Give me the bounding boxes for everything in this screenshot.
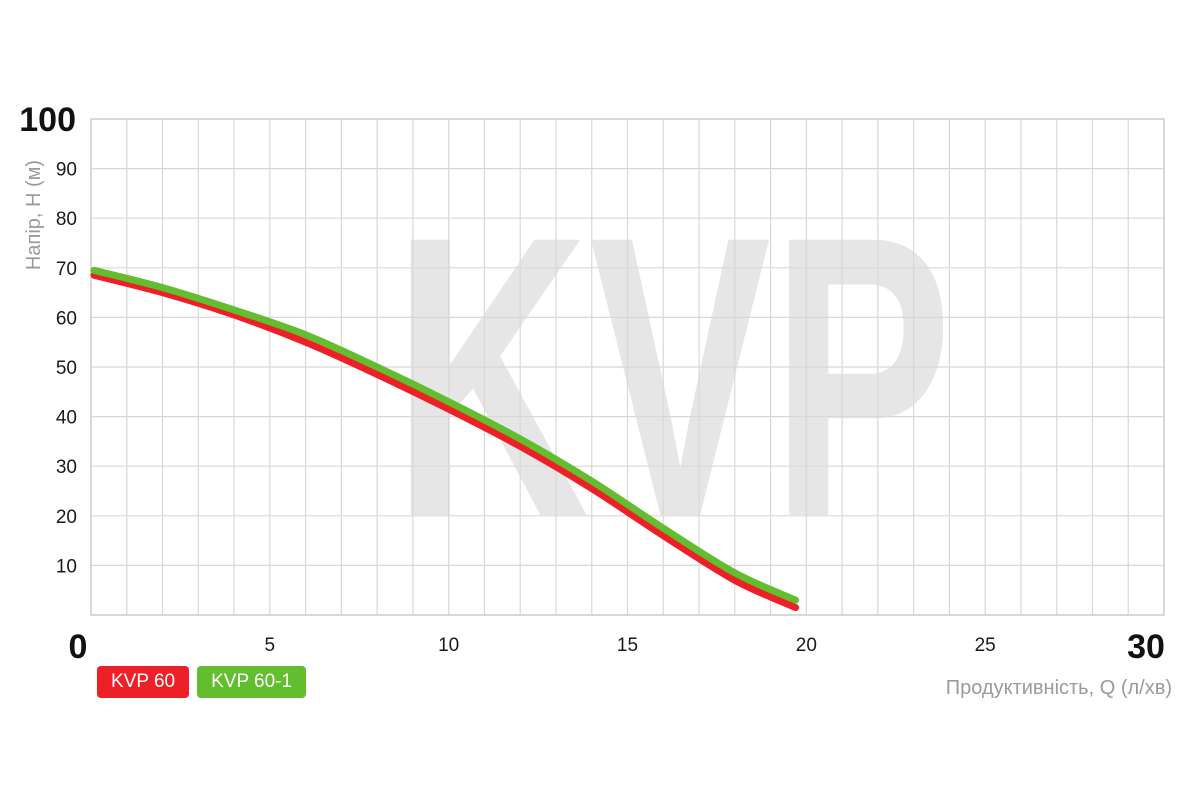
y-tick-label: 50 xyxy=(56,358,77,379)
y-tick-label: 70 xyxy=(56,259,77,280)
x-tick-label: 10 xyxy=(438,635,459,656)
y-axis-title: Напір, H (м) xyxy=(23,160,45,270)
y-tick-label: 90 xyxy=(56,160,77,181)
y-tick-label: 20 xyxy=(56,507,77,528)
series-line-kvp-60-1 xyxy=(90,266,800,604)
legend-item-kvp-60-1: KVP 60-1 xyxy=(197,666,307,698)
watermark-text: KVP xyxy=(393,153,953,600)
x-tick-label: 5 xyxy=(265,635,276,656)
y-tick-label: 100 xyxy=(19,101,76,139)
legend-item-kvp-60: KVP 60 xyxy=(97,666,190,698)
x-tick-label: 15 xyxy=(617,635,638,656)
y-tick-label: 30 xyxy=(56,457,77,478)
x-tick-label: 0 xyxy=(69,628,88,666)
x-tick-label: 25 xyxy=(975,635,996,656)
y-tick-label: 10 xyxy=(56,556,77,577)
y-tick-label: 60 xyxy=(56,308,77,329)
legend: KVP 60 KVP 60-1 xyxy=(97,666,307,698)
x-axis-title: Продуктивність, Q (л/хв) xyxy=(946,677,1172,699)
plot-border xyxy=(90,118,1165,616)
x-tick-label: 30 xyxy=(1127,628,1165,666)
x-tick-label: 20 xyxy=(796,635,817,656)
y-tick-label: 40 xyxy=(56,408,77,429)
y-tick-label: 80 xyxy=(56,209,77,230)
series-line-kvp-60 xyxy=(90,271,800,612)
